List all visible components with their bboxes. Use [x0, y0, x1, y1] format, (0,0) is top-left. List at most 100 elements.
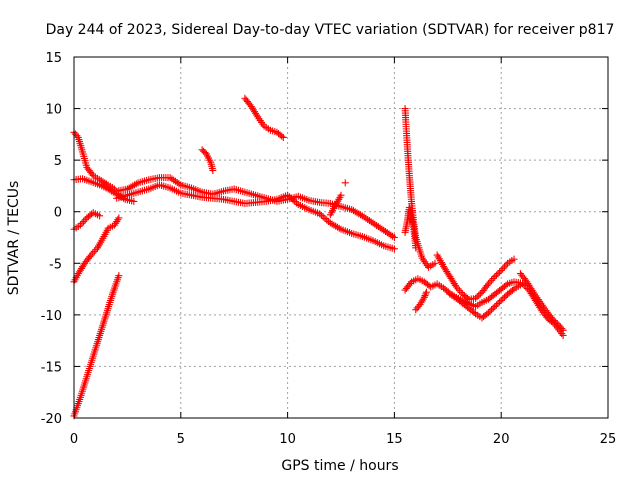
data-point — [209, 166, 217, 174]
data-point — [483, 282, 491, 290]
data-point — [500, 263, 508, 271]
data-point — [132, 180, 140, 188]
series-track-f — [113, 174, 398, 241]
series-track-r — [516, 270, 567, 334]
data-point — [325, 218, 333, 226]
data-point — [123, 185, 131, 193]
data-point — [365, 217, 373, 225]
data-point — [522, 283, 530, 291]
data-point — [415, 302, 423, 310]
data-point — [494, 300, 502, 308]
series-track-n — [412, 288, 430, 314]
data-point — [317, 211, 325, 219]
data-point — [484, 309, 492, 317]
data-point — [378, 225, 386, 233]
data-point — [496, 268, 504, 276]
data-point — [420, 293, 428, 301]
data-point — [351, 208, 359, 216]
data-point — [125, 184, 133, 192]
data-point — [171, 177, 179, 185]
data-point — [355, 210, 363, 218]
series-track-a — [70, 272, 123, 420]
data-point — [130, 197, 138, 205]
data-point — [492, 271, 500, 279]
series-track-c — [70, 209, 104, 233]
y-tick-labels: -20 -15 -10 -5 0 5 10 15 — [41, 51, 62, 427]
data-point — [323, 216, 331, 224]
data-point — [289, 196, 297, 204]
series-track-q — [446, 281, 524, 322]
data-point — [486, 307, 494, 315]
data-point — [488, 306, 496, 314]
y-tick-label: 15 — [45, 51, 62, 66]
series-track-s — [519, 280, 567, 339]
y-tick-label: 5 — [54, 154, 62, 169]
data-point — [380, 226, 388, 234]
data-point — [464, 294, 472, 302]
data-point — [502, 281, 510, 289]
series-track-h — [198, 146, 217, 174]
data-point — [422, 288, 430, 296]
x-tick-label: 20 — [493, 432, 510, 447]
data-point — [358, 212, 366, 220]
data-point — [81, 216, 89, 224]
data-point — [321, 214, 329, 222]
data-point — [131, 181, 139, 189]
data-point — [497, 267, 505, 275]
data-point — [170, 176, 178, 184]
data-point — [492, 301, 500, 309]
data-point — [491, 303, 499, 311]
data-point — [382, 227, 389, 235]
x-tick-label: 25 — [600, 432, 617, 447]
data-point — [472, 294, 480, 302]
data-point — [502, 261, 510, 269]
data-point — [549, 319, 557, 327]
data-point — [88, 170, 96, 178]
series-track-d — [70, 128, 119, 193]
data-point — [127, 183, 135, 191]
data-point — [520, 281, 528, 289]
data-point — [390, 234, 398, 241]
data-point — [360, 213, 368, 221]
data-point — [364, 215, 372, 223]
data-point — [390, 245, 398, 253]
series-track-i — [241, 94, 287, 141]
data-point — [279, 133, 287, 141]
data-point — [166, 174, 174, 182]
plot-area — [70, 94, 567, 420]
data-point — [473, 293, 481, 301]
data-point — [421, 292, 429, 300]
series-track-g — [113, 181, 398, 253]
data-point — [175, 180, 183, 188]
series-track-l — [401, 105, 439, 271]
data-point — [376, 224, 384, 232]
x-axis-label: GPS time / hours — [281, 458, 398, 474]
data-point — [508, 286, 516, 294]
data-point — [78, 219, 86, 227]
data-point — [497, 296, 505, 304]
x-tick-labels: 0 5 10 15 20 25 — [70, 432, 616, 447]
y-tick-label: -20 — [41, 412, 62, 427]
x-tick-label: 10 — [279, 432, 296, 447]
data-point — [496, 298, 504, 306]
data-point — [353, 209, 361, 217]
data-point — [278, 132, 286, 140]
data-point — [499, 295, 507, 303]
data-point — [332, 222, 340, 230]
data-point — [287, 194, 295, 202]
series-track-j — [326, 191, 345, 219]
data-point — [489, 274, 497, 282]
data-point — [173, 178, 181, 186]
data-point — [291, 197, 299, 205]
data-point — [335, 224, 343, 232]
data-point — [499, 265, 507, 273]
data-point — [367, 218, 375, 226]
data-point — [341, 179, 349, 187]
data-point — [330, 221, 338, 229]
plot-frame — [73, 56, 609, 419]
axis-ticks — [73, 56, 609, 419]
data-point — [90, 247, 98, 255]
data-point — [387, 231, 395, 239]
data-point — [369, 219, 377, 227]
data-point — [510, 255, 518, 263]
